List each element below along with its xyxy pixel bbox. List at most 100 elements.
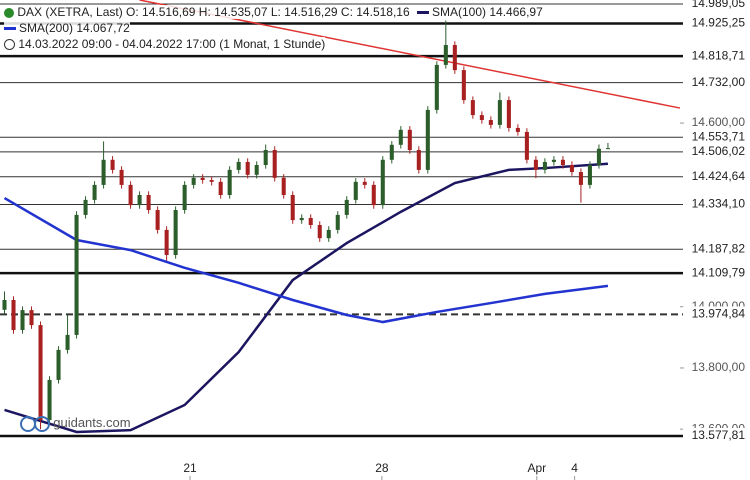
level-label-box (683, 0, 750, 12)
candle-body (92, 184, 97, 200)
candle-body (146, 195, 151, 210)
level-label-box (683, 129, 750, 146)
candle-body (254, 165, 259, 175)
candle-body (128, 184, 133, 206)
candle-body (488, 120, 493, 125)
level-label: 14.818,71 (692, 48, 746, 62)
candle-body (20, 310, 25, 330)
time-range: 14.03.2022 09:00 - 04.04.2022 17:00 (18, 37, 216, 51)
candle-body (326, 229, 331, 239)
level-label: 14.424,64 (692, 169, 746, 183)
x-tick-label: 21 (183, 461, 197, 475)
candle-body (398, 129, 403, 145)
ohlc: H: 14.535,07 (198, 5, 268, 19)
candle-body (470, 100, 475, 116)
legend-value: 14.466,97 (489, 5, 543, 19)
candle-body (353, 181, 358, 200)
legend-swatch (416, 11, 429, 15)
candle-body (101, 159, 106, 185)
level-label-box (683, 15, 750, 32)
candle-body (290, 195, 295, 221)
legend-value: 14.067,72 (76, 21, 130, 35)
candle-body (56, 349, 61, 380)
legend-name: SMA(200) (19, 21, 74, 35)
candle-body (515, 127, 520, 132)
candle-body (569, 165, 574, 173)
candle-body (407, 129, 412, 150)
candle-body (236, 161, 241, 170)
level-label-box (683, 306, 750, 323)
level-label: 13.974,84 (692, 307, 746, 321)
x-tick-label: 28 (375, 461, 389, 475)
candle-body (497, 100, 502, 125)
x-tick-label: Apr (527, 461, 546, 475)
ohlc: L: 14.516,29 (270, 5, 338, 19)
level-label-box (683, 427, 750, 444)
legend-swatch (4, 27, 16, 31)
clock-icon (4, 39, 15, 51)
candle-body (542, 161, 547, 170)
level-label: 14.989,05 (692, 0, 746, 10)
candle-body (137, 195, 142, 206)
candle-body (38, 325, 43, 420)
instrument: DAX (XETRA, Last) (17, 5, 123, 19)
candle-body (587, 165, 592, 185)
level-label: 14.732,00 (692, 75, 746, 89)
level-label: 14.187,82 (692, 241, 746, 255)
candle-body (281, 177, 286, 195)
candle-body (155, 210, 160, 230)
candle-body (209, 180, 214, 182)
status-icon (4, 7, 14, 18)
candle-body (110, 159, 115, 170)
watermark: guidants.com (20, 415, 131, 432)
candle-body (425, 109, 430, 170)
candle-body (479, 115, 484, 120)
candle-body (344, 199, 349, 215)
y-tick-label: 14.600,00 (692, 115, 746, 129)
candle-body (317, 225, 322, 239)
candle-body (74, 214, 79, 335)
candle-body (461, 70, 466, 101)
level-label: 14.553,71 (692, 129, 746, 143)
level-label-box (683, 48, 750, 65)
candle-body (308, 217, 313, 225)
candle-body (245, 161, 250, 175)
candle-body (596, 148, 601, 165)
candle-body (389, 144, 394, 160)
period: (1 Monat, 1 Stunde) (219, 37, 326, 51)
level-label-box (683, 196, 750, 213)
level-label-box (683, 241, 750, 258)
candle-body (200, 177, 205, 180)
candle-body (182, 184, 187, 210)
level-label-box (683, 168, 750, 185)
candle-body (299, 217, 304, 221)
candle-body (164, 229, 169, 255)
level-label: 14.506,02 (692, 144, 746, 158)
candle-body (416, 150, 421, 170)
candle-body (218, 181, 223, 195)
candle-body (452, 45, 457, 71)
header-row: SMA(200) 14.067,72 (4, 21, 130, 35)
candle-body (47, 379, 52, 420)
candle-body (65, 334, 70, 350)
level-label: 14.109,79 (692, 265, 746, 279)
candle-body (443, 45, 448, 65)
candle-body (560, 159, 565, 165)
candle-body (263, 150, 268, 165)
candle-body (119, 169, 124, 185)
candle-body (83, 199, 88, 215)
level-label-box (683, 143, 750, 160)
level-label: 13.577,81 (692, 428, 746, 442)
ohlc: C: 14.518,16 (340, 5, 410, 19)
ohlc: O: 14.516,69 (126, 5, 196, 19)
y-tick-label: 13.800,00 (692, 360, 746, 374)
candle-body (578, 172, 583, 185)
candle-body (227, 169, 232, 195)
candle-body (380, 159, 385, 206)
candle-body (29, 310, 34, 326)
candle-body (524, 131, 529, 160)
candle-body (335, 214, 340, 230)
candle-body (605, 148, 610, 150)
